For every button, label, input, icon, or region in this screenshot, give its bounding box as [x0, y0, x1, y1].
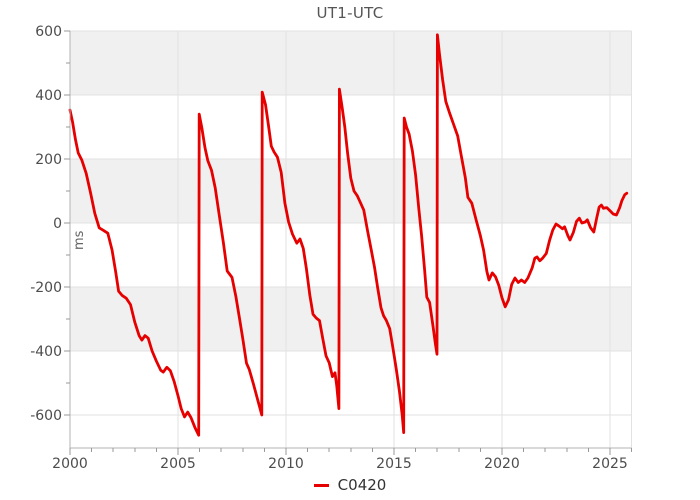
y-tick-label: -400 — [30, 344, 62, 360]
y-tick-label: 600 — [35, 24, 62, 40]
legend-series-label: C0420 — [337, 476, 387, 494]
chart-title: UT1-UTC — [316, 4, 384, 22]
shaded-band — [70, 31, 632, 95]
y-tick-label: 200 — [35, 152, 62, 168]
legend-line-swatch — [313, 483, 329, 487]
y-tick-label: 0 — [53, 216, 62, 232]
series-line — [68, 33, 629, 437]
x-tick-label: 2000 — [52, 456, 88, 472]
y-tick-label: -600 — [30, 408, 62, 424]
x-tick-label: 2020 — [484, 456, 520, 472]
x-tick-label: 2005 — [160, 456, 196, 472]
y-tick-label: 400 — [35, 88, 62, 104]
x-tick-label: 2025 — [592, 456, 628, 472]
y-tick-label: -200 — [30, 280, 62, 296]
x-tick-label: 2010 — [268, 456, 304, 472]
shaded-band — [70, 287, 632, 351]
x-tick-label: 2015 — [376, 456, 412, 472]
y-axis-unit-label: ms — [72, 230, 87, 250]
legend[interactable]: C0420 — [0, 476, 700, 494]
